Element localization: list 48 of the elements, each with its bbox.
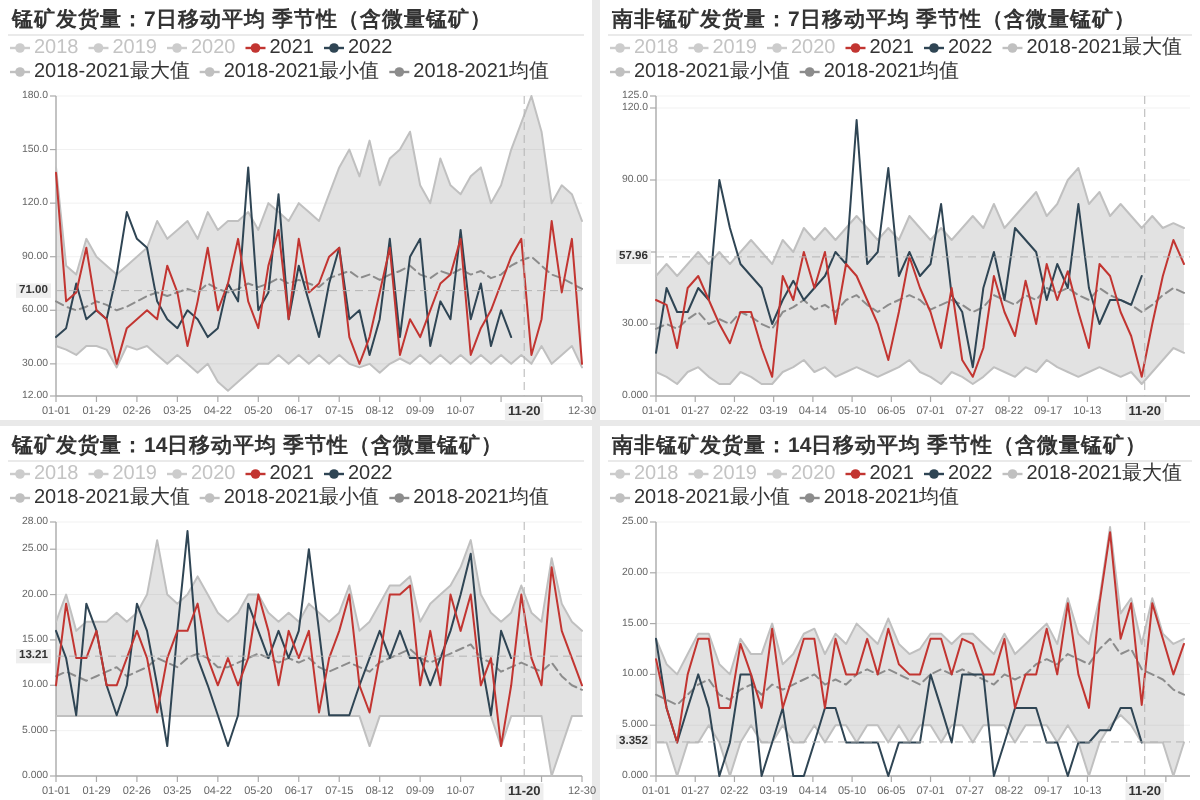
legend-label: 2019 <box>112 37 158 59</box>
legend-label: 2022 <box>348 37 394 59</box>
legend-label: 2019 <box>112 463 158 485</box>
legend-label: 2018-2021最大值 <box>34 59 190 83</box>
legend-label: 2018 <box>34 463 80 485</box>
legend-label: 2021 <box>269 37 315 59</box>
legend-label: 2019 <box>712 463 758 485</box>
legend-label: 2021 <box>269 463 315 485</box>
chart-title: 南非锰矿发货量：7日移动平均 季节性（含微量锰矿） <box>610 6 1136 32</box>
legend-label: 2020 <box>791 463 837 485</box>
line-series <box>55 255 583 312</box>
legend-label: 2018-2021最小值 <box>634 59 790 83</box>
legend-label: 2018-2021最大值 <box>1026 461 1183 485</box>
legend-label: 2019 <box>712 37 758 59</box>
legend-label: 2018-2021最小值 <box>223 59 380 83</box>
line-series <box>655 119 1143 369</box>
legend-label: 2018-2021均值 <box>413 485 549 509</box>
line-series <box>55 166 513 356</box>
legend-label: 2021 <box>869 37 915 59</box>
legend-label: 2018 <box>634 463 680 485</box>
legend-label: 2020 <box>791 37 837 59</box>
legend-label: 2020 <box>191 463 237 485</box>
legend-label: 2018-2021均值 <box>413 59 549 83</box>
legend-label: 2022 <box>948 463 994 485</box>
line-series <box>655 239 1185 378</box>
legend-label: 2018-2021最小值 <box>634 485 790 509</box>
line-series <box>55 530 513 748</box>
legend-label: 2022 <box>348 463 394 485</box>
legend-label: 2018 <box>34 37 80 59</box>
legend-label: 2020 <box>191 37 237 59</box>
line-series <box>655 714 1185 777</box>
chart-title: 锰矿发货量：14日移动平均 季节性（含微量锰矿） <box>10 432 504 458</box>
line-series <box>655 637 1143 777</box>
line-series <box>655 637 1185 706</box>
chart-title: 南非锰矿发货量：14日移动平均 季节性（含微量锰矿） <box>610 432 1148 458</box>
legend-label: 2018 <box>634 37 680 59</box>
legend-label: 2022 <box>948 37 994 59</box>
line-series <box>55 171 583 365</box>
legend-label: 2018-2021均值 <box>823 59 960 83</box>
chart-title: 锰矿发货量：7日移动平均 季节性（含微量锰矿） <box>10 6 492 32</box>
line-series <box>55 566 583 748</box>
legend-label: 2018-2021均值 <box>823 485 960 509</box>
legend-label: 2018-2021最大值 <box>1026 35 1183 59</box>
legend-label: 2018-2021最大值 <box>34 485 190 509</box>
line-series <box>655 287 1185 330</box>
legend-label: 2018-2021最小值 <box>223 485 380 509</box>
legend-label: 2021 <box>869 463 915 485</box>
line-series <box>55 643 583 691</box>
